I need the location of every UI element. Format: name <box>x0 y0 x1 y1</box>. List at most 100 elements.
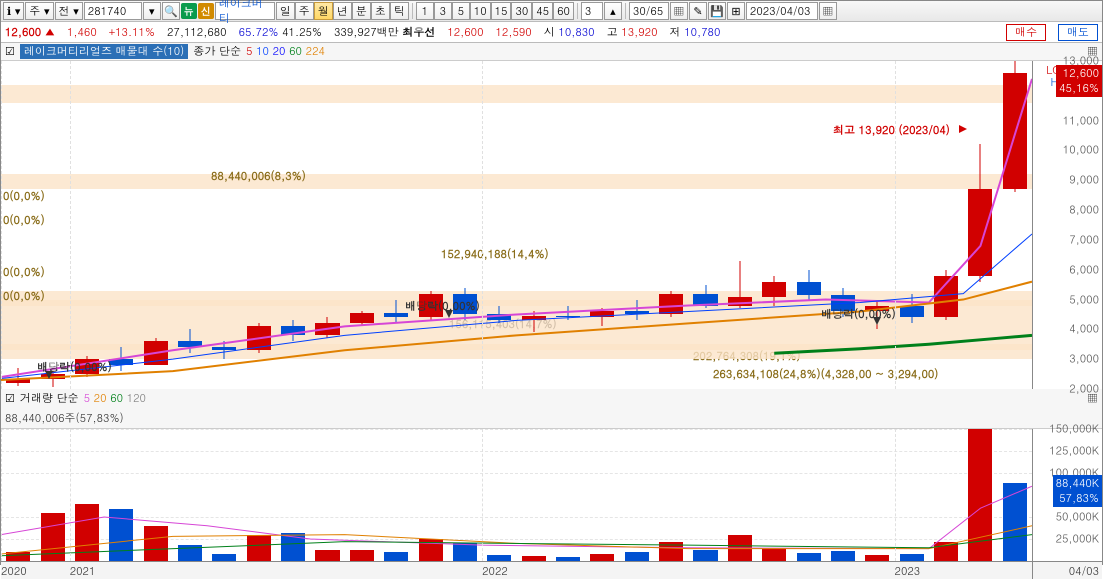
volume-bar <box>1003 483 1027 561</box>
sell-button[interactable]: 매도 <box>1058 24 1098 41</box>
annotation: 배당락(0,00%) <box>821 307 896 322</box>
candle <box>728 61 752 389</box>
date-input[interactable]: 2023/04/03 <box>746 2 818 20</box>
vol-label: 거래량 단순 <box>20 391 79 406</box>
interval-30[interactable]: 30 <box>511 2 532 20</box>
ytick: 2,000 <box>1069 382 1099 397</box>
menu-dropdown[interactable]: ℹ ▾ <box>3 2 24 20</box>
volume-bar <box>728 535 752 561</box>
candle <box>590 61 614 389</box>
volume-bar <box>144 526 168 561</box>
arrow-icon <box>445 310 453 318</box>
chart-window: ℹ ▾ 주 ▾ 전 ▾ 281740 ▾ 🔍 뉴 신 레이크머티 일주월년분초틱… <box>0 0 1103 565</box>
ytick: 5,000 <box>1069 292 1099 307</box>
checkbox-icon[interactable]: ☑ <box>5 44 15 59</box>
ytick: 150,000K <box>1049 422 1099 437</box>
period-일[interactable]: 일 <box>276 2 295 20</box>
volume-bar <box>590 554 614 561</box>
volume-bar <box>281 533 305 561</box>
search-icon[interactable]: 🔍 <box>162 2 180 20</box>
interval-10[interactable]: 10 <box>470 2 491 20</box>
period-틱[interactable]: 틱 <box>390 2 409 20</box>
volume-bar <box>659 542 683 561</box>
spin-input[interactable]: 3 <box>581 2 603 20</box>
interval-60[interactable]: 60 <box>553 2 574 20</box>
prev-dropdown[interactable]: 전 ▾ <box>55 2 83 20</box>
period-분[interactable]: 분 <box>352 2 371 20</box>
grid-icon[interactable]: ⊞ <box>727 2 745 20</box>
candle <box>41 61 65 389</box>
p2: 12,590 <box>496 25 532 40</box>
price: 12,600 <box>5 25 41 40</box>
price-chart[interactable]: 156,115,403(14,7%)202,764,308(19,1%)198,… <box>1 61 1102 389</box>
price-subheader: ☑ 레이크머티리얼즈 매물대 수(10) 종가 단순 5 10 20 60 22… <box>1 43 1102 61</box>
badge-new: 뉴 <box>181 3 197 19</box>
stock-name[interactable]: 레이크머티 <box>215 2 275 20</box>
ma-60: 60 <box>110 391 123 406</box>
candle <box>625 61 649 389</box>
ytick: 8,000 <box>1069 203 1099 218</box>
pct2: 41.25% <box>282 25 322 40</box>
candle <box>109 61 133 389</box>
period-초[interactable]: 초 <box>371 2 390 20</box>
ytick: 4,000 <box>1069 322 1099 337</box>
buy-button[interactable]: 매수 <box>1006 24 1046 41</box>
ma-20: 20 <box>94 391 107 406</box>
xtick: 2021 <box>70 564 96 579</box>
arrow-icon <box>959 125 967 133</box>
pct: +13.11% <box>109 25 155 40</box>
volume-bar <box>6 552 30 561</box>
interval-1[interactable]: 1 <box>416 2 434 20</box>
ytick: 9,000 <box>1069 173 1099 188</box>
ytick: 6,000 <box>1069 262 1099 277</box>
candle <box>247 61 271 389</box>
candle <box>178 61 202 389</box>
chart-title: 레이크머티리얼즈 매물대 수(10) <box>20 44 188 59</box>
period-년[interactable]: 년 <box>333 2 352 20</box>
dropdown-icon[interactable]: ▾ <box>143 2 161 20</box>
calendar-icon[interactable]: ▦ <box>819 2 837 20</box>
volume-bar <box>831 551 855 561</box>
candle <box>934 61 958 389</box>
ma-120: 120 <box>127 391 146 406</box>
tool1-icon[interactable]: ▦ <box>670 2 688 20</box>
ma-60: 60 <box>289 44 302 59</box>
volume-bar <box>693 550 717 561</box>
interval-5[interactable]: 5 <box>452 2 470 20</box>
checkbox-icon[interactable]: ☑ <box>5 391 15 406</box>
interval-15[interactable]: 15 <box>491 2 512 20</box>
candle <box>75 61 99 389</box>
type-dropdown[interactable]: 주 ▾ <box>25 2 53 20</box>
toolbar-main: ℹ ▾ 주 ▾ 전 ▾ 281740 ▾ 🔍 뉴 신 레이크머티 일주월년분초틱… <box>1 1 1102 22</box>
spin-up-icon[interactable]: ▴ <box>604 2 622 20</box>
candle <box>6 61 30 389</box>
candle <box>350 61 374 389</box>
volume-bar <box>109 509 133 561</box>
code-input[interactable]: 281740 <box>84 2 142 20</box>
volume-bar <box>384 552 408 561</box>
candle <box>865 61 889 389</box>
xtick: 2020 <box>1 564 27 579</box>
candle <box>212 61 236 389</box>
volume-chart[interactable]: 25,000K50,000K100,000K125,000K150,000K88… <box>1 429 1102 561</box>
candle <box>693 61 717 389</box>
period-월[interactable]: 월 <box>314 2 333 20</box>
tool2-icon[interactable]: ✎ <box>689 2 707 20</box>
ma-5: 5 <box>246 44 252 59</box>
volume-bar <box>900 554 924 561</box>
period-주[interactable]: 주 <box>295 2 314 20</box>
interval-3[interactable]: 3 <box>434 2 452 20</box>
candle <box>315 61 339 389</box>
candle <box>487 61 511 389</box>
candle <box>144 61 168 389</box>
arrow-up-icon: ▲ <box>45 25 55 40</box>
change: 1,460 <box>67 25 97 40</box>
ytick: 10,000 <box>1063 143 1099 158</box>
interval-45[interactable]: 45 <box>532 2 553 20</box>
ratio-input[interactable]: 30/65 <box>629 2 669 20</box>
quote-bar: 12,600 ▲ 1,460 +13.11% 27,112,680 65.72%… <box>1 22 1102 43</box>
ytick: 125,000K <box>1049 444 1099 459</box>
volume-bar <box>419 539 443 561</box>
save-icon[interactable]: 💾 <box>708 2 726 20</box>
candle <box>1003 61 1027 389</box>
